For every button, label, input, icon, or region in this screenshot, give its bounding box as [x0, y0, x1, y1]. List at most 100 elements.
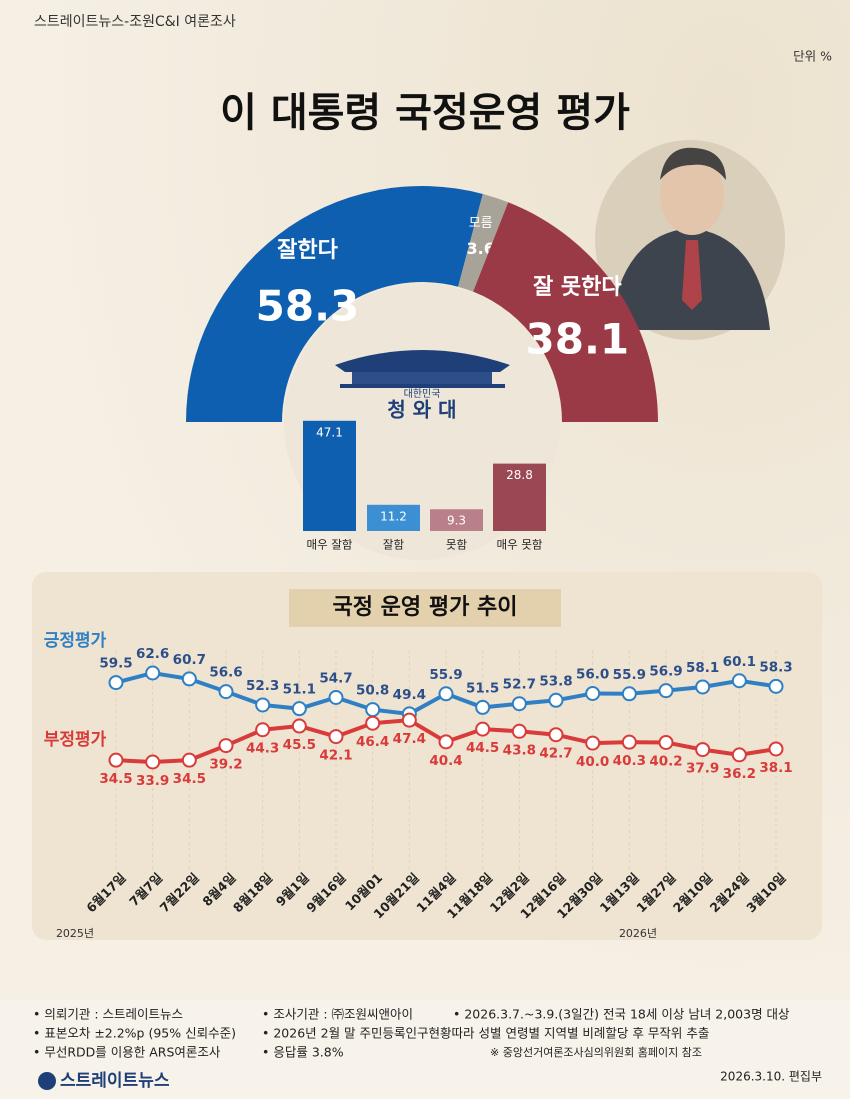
value-label: 51.5	[466, 680, 499, 696]
bar-category: 매우 잘함	[307, 538, 353, 552]
date: 2026.3.10. 편집부	[720, 1070, 822, 1084]
point	[438, 734, 454, 750]
bar-category: 매우 못함	[497, 538, 543, 552]
point	[401, 712, 417, 728]
value-label: 47.4	[393, 731, 426, 747]
point	[145, 665, 161, 681]
segment-label: 모름	[469, 216, 493, 231]
point	[255, 722, 271, 738]
bar-category: 못함	[446, 538, 468, 552]
value-label: 40.4	[429, 753, 462, 769]
value-label: 46.4	[356, 734, 389, 750]
segment-label: 잘한다	[277, 238, 338, 263]
footer-item: • 2026.3.7.~3.9.(3일간) 전국 18세 이상 남녀 2,003…	[453, 1007, 790, 1022]
point	[181, 752, 197, 768]
brand-icon	[38, 1072, 56, 1090]
point	[438, 686, 454, 702]
point	[585, 685, 601, 701]
point	[108, 675, 124, 691]
bar-chart: 47.1 매우 잘함 11.2 잘함 9.3 못함 28.8 매우 못함	[303, 420, 546, 552]
trend-title: 국정 운영 평가 추이	[333, 595, 518, 620]
point	[548, 692, 564, 708]
value-label: 34.5	[99, 771, 132, 787]
value-label: 36.2	[723, 766, 756, 782]
value-label: 62.6	[136, 646, 169, 662]
photo	[595, 140, 785, 340]
value-label: 56.9	[649, 664, 682, 680]
value-label: 60.7	[173, 652, 206, 668]
donut-segment	[458, 193, 509, 292]
value-label: 33.9	[136, 773, 169, 789]
point	[145, 754, 161, 770]
value-label: 49.4	[393, 687, 426, 703]
point	[768, 678, 784, 694]
point	[328, 729, 344, 745]
footer	[0, 1000, 850, 1099]
point	[585, 735, 601, 751]
point	[365, 702, 381, 718]
point	[621, 734, 637, 750]
footer-item: • 의뢰기관 : 스트레이트뉴스	[33, 1007, 183, 1022]
point	[328, 689, 344, 705]
trend-title-box	[289, 589, 561, 627]
point	[548, 727, 564, 743]
logo-top: 대한민국	[404, 388, 441, 400]
footer-item: • 표본오차 ±2.2%p (95% 신뢰수준)	[33, 1026, 236, 1041]
point	[291, 718, 307, 734]
point	[218, 738, 234, 754]
point	[658, 734, 674, 750]
value-label: 54.7	[319, 670, 352, 686]
value-label: 50.8	[356, 683, 389, 699]
value-label: 42.1	[319, 748, 352, 764]
value-label: 56.6	[209, 665, 242, 681]
value-label: 44.5	[466, 740, 499, 756]
year-label: 2026년	[619, 927, 657, 940]
value-label: 52.3	[246, 678, 279, 694]
point	[695, 742, 711, 758]
footer-note: ※ 중앙선거여론조사심의위원회 홈페이지 참조	[490, 1045, 702, 1059]
unit: 단위 %	[793, 49, 832, 64]
value-label: 58.3	[759, 659, 792, 675]
point	[291, 701, 307, 717]
value-label: 34.5	[173, 771, 206, 787]
bar	[367, 504, 420, 531]
point	[218, 684, 234, 700]
chart-title: 이 대통령 국정운영 평가	[220, 90, 630, 136]
bar	[430, 509, 483, 531]
logo: 대한민국 청 와 대	[335, 350, 510, 422]
value-label: 51.1	[283, 682, 316, 698]
series-name: 부정평가	[44, 730, 107, 750]
donut-segment	[473, 202, 658, 422]
segment-value: 3.6	[466, 239, 494, 258]
point	[255, 697, 271, 713]
value-label: 45.5	[283, 737, 316, 753]
footer-item: • 2026년 2월 말 주민등록인구현황따라 성별 연령별 지역별 비례할당 …	[262, 1026, 709, 1041]
donut-segment	[186, 186, 483, 422]
point	[365, 715, 381, 731]
bar-value: 28.8	[506, 468, 533, 482]
value-label: 60.1	[723, 654, 756, 670]
footer-item: • 응답률 3.8%	[262, 1045, 344, 1060]
value-label: 58.1	[686, 660, 719, 676]
value-label: 53.8	[539, 673, 572, 689]
point	[731, 747, 747, 763]
series-name: 긍정평가	[44, 631, 107, 651]
bar	[493, 463, 546, 531]
footer-item: • 무선RDD를 이용한 ARS여론조사	[33, 1045, 221, 1060]
brand: 스트레이트뉴스	[60, 1071, 170, 1091]
value-label: 42.7	[539, 746, 572, 762]
source: 스트레이트뉴스-조원C&I 여론조사	[34, 14, 236, 30]
point	[511, 723, 527, 739]
point	[108, 752, 124, 768]
point	[621, 686, 637, 702]
value-label: 55.9	[613, 667, 646, 683]
logo-main: 청 와 대	[387, 398, 456, 422]
point	[181, 671, 197, 687]
value-label: 52.7	[503, 677, 536, 693]
point	[475, 699, 491, 715]
value-label: 40.3	[613, 753, 646, 769]
point	[658, 683, 674, 699]
point	[731, 673, 747, 689]
segment-value: 58.3	[256, 281, 360, 330]
value-label: 59.5	[99, 656, 132, 672]
